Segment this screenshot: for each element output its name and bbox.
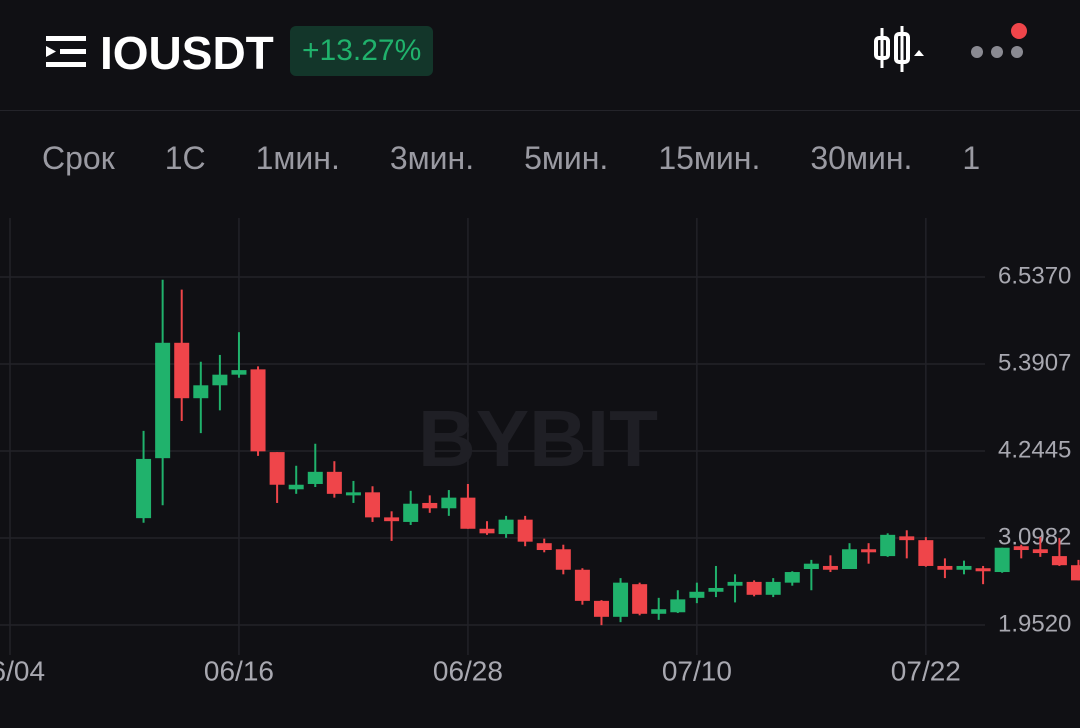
candle-body bbox=[574, 569, 590, 601]
candle-body bbox=[212, 374, 228, 386]
interval-tab[interactable]: 3мин. bbox=[389, 140, 475, 176]
candle-body bbox=[880, 534, 896, 557]
candle-body bbox=[708, 587, 724, 592]
candle-body bbox=[403, 503, 419, 522]
candle-body bbox=[174, 342, 190, 399]
x-tick-label: 06/04 bbox=[0, 655, 45, 686]
candle-body bbox=[1070, 565, 1080, 581]
candle-body bbox=[746, 581, 762, 595]
interval-tab[interactable]: 1мин. bbox=[255, 140, 340, 176]
candle-body bbox=[193, 385, 209, 399]
candle-body bbox=[441, 497, 457, 509]
candle-body bbox=[326, 471, 342, 494]
interval-tab[interactable]: Срок bbox=[42, 140, 115, 176]
x-tick-label: 06/16 bbox=[204, 655, 274, 686]
interval-tab[interactable]: 1С bbox=[164, 140, 206, 176]
candle-body bbox=[250, 369, 266, 452]
candle-body bbox=[632, 584, 648, 614]
chart-type-icon[interactable] bbox=[872, 24, 928, 76]
candle-body bbox=[307, 471, 323, 484]
interval-tab[interactable]: 5мин. bbox=[524, 140, 609, 176]
x-tick-label: 07/22 bbox=[891, 655, 961, 686]
interval-tab[interactable]: 30мин. bbox=[810, 140, 913, 176]
y-tick-label: 4.2445 bbox=[998, 436, 1071, 463]
candle-body bbox=[956, 565, 972, 570]
candle-body bbox=[975, 568, 991, 572]
candle-body bbox=[727, 581, 743, 586]
candle-body bbox=[651, 609, 667, 614]
y-tick-label: 5.3907 bbox=[998, 349, 1071, 376]
candle-body bbox=[231, 370, 247, 375]
candle-body bbox=[842, 549, 858, 569]
candle-body bbox=[536, 543, 552, 551]
candle-body bbox=[994, 547, 1010, 573]
candle-body bbox=[555, 549, 571, 570]
candle-body bbox=[365, 492, 381, 518]
candle-body bbox=[345, 492, 361, 496]
candle-body bbox=[670, 599, 686, 613]
candle-body bbox=[861, 549, 877, 553]
candle-body bbox=[765, 581, 781, 595]
candle-body bbox=[479, 528, 495, 534]
candle-body bbox=[784, 572, 800, 583]
candle-body bbox=[422, 502, 438, 509]
candle-body bbox=[498, 519, 514, 535]
y-tick-label: 1.9520 bbox=[998, 610, 1071, 637]
x-tick-label: 07/10 bbox=[662, 655, 732, 686]
price-change: +13.27% bbox=[290, 26, 434, 76]
more-icon[interactable] bbox=[966, 20, 1032, 64]
candle-body bbox=[937, 565, 953, 570]
candle-body bbox=[689, 591, 705, 598]
header: IOUSDT +13.27% bbox=[0, 0, 1080, 111]
candle-body bbox=[1013, 546, 1029, 551]
menu-icon[interactable] bbox=[46, 34, 88, 70]
candles bbox=[136, 279, 1080, 626]
candle-body bbox=[593, 600, 609, 617]
symbol[interactable]: IOUSDT bbox=[100, 27, 274, 79]
candle-body bbox=[155, 342, 171, 459]
watermark: BYBIT bbox=[418, 394, 658, 483]
candle-body bbox=[1051, 556, 1067, 566]
candle-body bbox=[1032, 549, 1048, 554]
candle-body bbox=[136, 458, 152, 519]
candle-body bbox=[460, 497, 476, 529]
interval-tab[interactable]: 1 bbox=[962, 140, 981, 176]
candle-body bbox=[269, 452, 285, 485]
candle-body bbox=[384, 517, 400, 522]
candle-body bbox=[613, 582, 629, 617]
candle-body bbox=[517, 519, 533, 542]
candle-body bbox=[803, 563, 819, 569]
candle-body bbox=[822, 565, 838, 570]
candle-body bbox=[918, 540, 934, 566]
candle-body bbox=[899, 536, 915, 541]
y-tick-label: 6.5370 bbox=[998, 262, 1071, 289]
x-tick-label: 06/28 bbox=[433, 655, 503, 686]
interval-tabs: Срок 1С 1мин. 3мин. 5мин. 15мин. 30мин. 1 bbox=[42, 140, 980, 177]
candle-body bbox=[288, 484, 304, 490]
interval-tab[interactable]: 15мин. bbox=[658, 140, 761, 176]
